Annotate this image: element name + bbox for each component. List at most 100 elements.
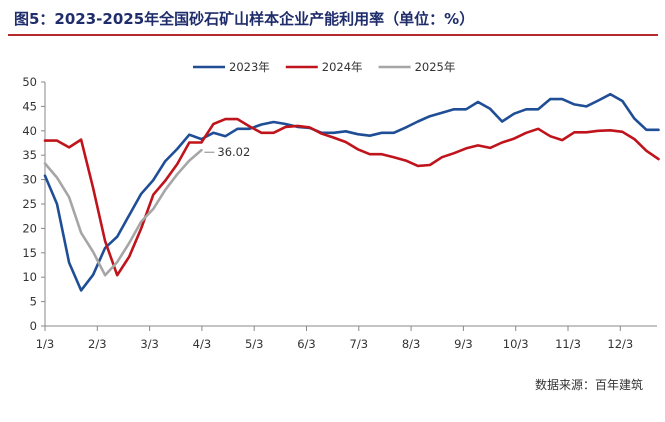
data-point xyxy=(104,247,107,249)
y-tick-label: 35 xyxy=(22,148,37,162)
data-point xyxy=(116,274,119,277)
data-point xyxy=(657,158,660,161)
data-point xyxy=(224,118,227,120)
data-point xyxy=(92,273,95,276)
data-point xyxy=(44,162,46,165)
data-point xyxy=(356,133,359,136)
data-point xyxy=(657,128,660,131)
data-point xyxy=(465,147,467,150)
y-tick-label: 20 xyxy=(22,221,37,235)
data-point xyxy=(80,138,82,141)
data-point xyxy=(513,112,516,115)
data-point xyxy=(104,240,107,242)
data-point xyxy=(248,125,251,128)
data-point xyxy=(200,141,203,144)
data-source: 数据来源：百年建筑 xyxy=(534,378,643,392)
data-point xyxy=(441,156,443,159)
data-point xyxy=(537,127,540,130)
data-point xyxy=(116,235,119,238)
series-line xyxy=(43,92,660,292)
data-point xyxy=(477,144,479,147)
data-point xyxy=(296,125,299,127)
series-layer xyxy=(43,92,660,292)
data-label: 36.02 xyxy=(217,145,250,159)
x-axis: 1/3 2/3 3/3 4/3 5/3 6/3 7/3 8/3 9/3 10/3 11/3 12/3 xyxy=(36,325,657,351)
data-point xyxy=(501,141,504,144)
data-point xyxy=(573,131,576,134)
data-point xyxy=(416,120,419,123)
data-point xyxy=(609,93,612,96)
data-point xyxy=(465,108,467,111)
data-point xyxy=(441,111,443,114)
data-point xyxy=(392,156,395,159)
y-axis: 0 5 10 15 20 25 30 35 40 45 50 xyxy=(22,75,46,333)
x-tick-label: 11/3 xyxy=(555,337,581,351)
series-line xyxy=(43,148,203,277)
data-point xyxy=(188,141,191,144)
data-point xyxy=(116,261,119,263)
y-tick-label: 10 xyxy=(22,270,37,284)
data-point xyxy=(549,135,552,138)
data-point xyxy=(80,289,82,292)
series-line xyxy=(43,117,660,277)
data-point xyxy=(56,139,58,142)
data-point xyxy=(380,153,383,156)
data-point xyxy=(477,101,479,103)
data-point xyxy=(645,128,648,131)
data-point xyxy=(597,129,600,132)
legend: 2023年 2024年 2025年 xyxy=(193,60,455,74)
data-point xyxy=(56,203,58,205)
data-point xyxy=(561,139,564,141)
x-tick-label: 7/3 xyxy=(350,337,369,351)
data-point xyxy=(513,137,516,140)
data-point xyxy=(489,107,491,110)
data-point xyxy=(356,148,359,151)
data-point xyxy=(128,255,131,258)
data-point xyxy=(525,108,528,111)
y-tick-label: 40 xyxy=(22,124,37,138)
data-point xyxy=(248,127,251,130)
data-point xyxy=(68,261,70,264)
data-point xyxy=(152,207,155,210)
data-point xyxy=(68,196,70,199)
y-tick-label: 25 xyxy=(22,197,37,211)
data-point xyxy=(152,193,155,196)
data-point xyxy=(416,165,419,167)
data-point xyxy=(272,121,275,123)
x-tick-label: 2/3 xyxy=(88,337,107,351)
data-point xyxy=(176,163,179,165)
x-tick-label: 12/3 xyxy=(607,337,633,351)
data-point xyxy=(260,131,263,134)
data-point xyxy=(92,250,95,253)
data-point xyxy=(561,98,564,100)
x-tick-label: 10/3 xyxy=(503,337,529,351)
data-point xyxy=(272,131,275,134)
data-point xyxy=(188,159,191,162)
x-tick-label: 5/3 xyxy=(245,337,264,351)
data-point xyxy=(344,130,347,133)
data-point xyxy=(404,126,407,129)
data-point xyxy=(80,231,82,234)
data-point xyxy=(609,129,612,132)
data-point xyxy=(525,131,528,134)
data-point xyxy=(453,108,455,111)
data-point xyxy=(284,125,287,128)
data-point xyxy=(140,192,143,195)
data-point xyxy=(260,123,263,126)
data-point xyxy=(332,131,335,134)
x-tick-label: 3/3 xyxy=(140,337,159,351)
data-point xyxy=(44,174,46,177)
data-point xyxy=(224,135,227,138)
data-point xyxy=(645,149,648,152)
data-point xyxy=(537,108,540,111)
data-point xyxy=(392,131,395,134)
data-point xyxy=(164,188,167,191)
data-point xyxy=(429,164,431,166)
data-point xyxy=(585,131,588,134)
data-point xyxy=(633,117,636,120)
legend-label: 2023年 xyxy=(229,60,270,74)
data-point xyxy=(585,105,588,108)
x-tick-label: 1/3 xyxy=(36,337,55,351)
title-underline xyxy=(8,34,658,36)
